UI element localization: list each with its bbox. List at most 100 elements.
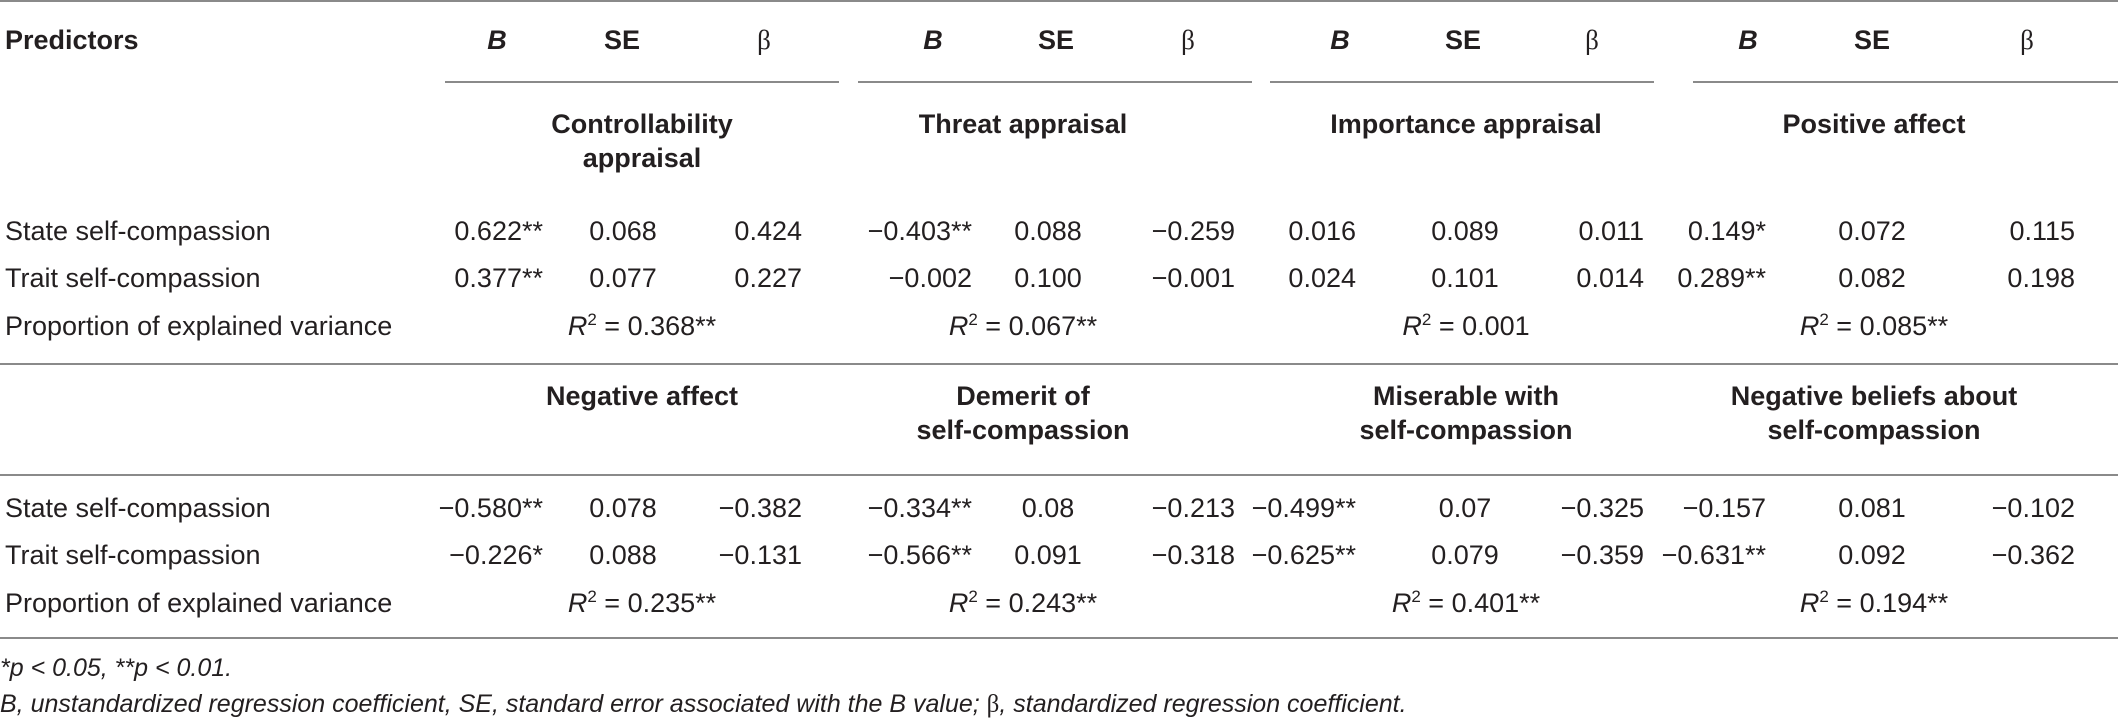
r-squared-exponent: 2 [1411,587,1421,606]
se-value: 0.08 [1021,493,1075,523]
r-squared-text: = 0.368** [596,311,717,341]
r-squared-value: R2 = 0.067** [843,310,1203,346]
beta-value: −0.213 [1151,493,1235,523]
beta-value: −0.359 [1560,540,1644,570]
outcome-header-line2: self-compassion [1767,415,1981,445]
r-symbol: R [948,311,969,341]
beta-value: −0.382 [718,493,802,523]
se-value: 0.07 [1438,493,1492,523]
r-squared-text: = 0.001 [1431,311,1530,341]
outcome-header: Demerit of [956,381,1090,411]
b-value: −0.625** [1251,540,1356,570]
beta-column-header: β [1585,25,1599,55]
b-value: −0.403** [867,216,972,246]
r-squared-text: = 0.235** [596,588,717,618]
b-value: −0.334** [867,493,972,523]
significance-note: *p < 0.05, **p < 0.01. [0,654,233,682]
beta-symbol: β [986,691,1000,718]
beta-value: −0.259 [1151,216,1235,246]
se-value: 0.101 [1431,263,1499,293]
row-label: Trait self-compassion [5,540,261,570]
outcome-header: Negative affect [545,381,739,411]
top-rule [0,0,2118,2]
beta-column-header: β [2020,25,2034,55]
variance-label: Proportion of explained variance [5,311,393,341]
r-symbol: R [1391,588,1412,618]
r-symbol: R [567,588,588,618]
beta-value: 0.424 [734,216,802,246]
r-squared-value: R2 = 0.243** [843,587,1203,623]
se-value: 0.068 [589,216,657,246]
outcome-rule [0,474,2118,476]
group-rule [858,81,1252,83]
b-value: −0.566** [867,540,972,570]
outcome-header-line2: self-compassion [1359,415,1573,445]
se-value: 0.081 [1838,493,1906,523]
se-value: 0.092 [1838,540,1906,570]
r-symbol: R [567,311,588,341]
beta-column-header: β [1181,25,1195,55]
b-value: −0.157 [1682,493,1766,523]
se-value: 0.078 [589,493,657,523]
b-value: −0.499** [1251,493,1356,523]
se-column-header: SE [1037,25,1075,55]
r-symbol: R [1402,311,1422,341]
se-value: 0.089 [1431,216,1499,246]
b-column-header: B [923,25,943,55]
r-squared-exponent: 2 [587,310,597,329]
outcome-header-line2: appraisal [582,143,702,173]
beta-value: −0.325 [1560,493,1644,523]
b-value: 0.289** [1677,263,1766,293]
abbreviation-text: , standardized regression coefficient. [999,690,1407,718]
beta-value: −0.001 [1151,263,1235,293]
r-squared-text: = 0.194** [1828,588,1949,618]
se-value: 0.088 [1014,216,1082,246]
r-symbol: R [948,588,969,618]
r-squared-value: R2 = 0.368** [462,310,822,346]
b-value: 0.024 [1288,263,1356,293]
r-squared-text: = 0.401** [1420,588,1541,618]
variance-label: Proportion of explained variance [5,588,393,618]
r-squared-exponent: 2 [968,310,978,329]
beta-value: −0.102 [1991,493,2075,523]
abbreviation-note: B, unstandardized regression coefficient… [0,688,1407,721]
bottom-rule [0,637,2118,639]
beta-column-header: β [757,25,771,55]
row-label: State self-compassion [5,216,271,246]
outcome-header: Negative beliefs about [1730,381,2018,411]
r-squared-value: R2 = 0.235** [462,587,822,623]
se-column-header: SE [1444,25,1482,55]
se-value: 0.072 [1838,216,1906,246]
r-symbol: R [1799,311,1820,341]
b-value: −0.002 [888,263,972,293]
predictors-header: Predictors [5,25,139,55]
outcome-header: Threat appraisal [918,109,1128,139]
b-value: 0.149* [1687,216,1766,246]
beta-value: 0.227 [734,263,802,293]
beta-value: −0.131 [718,540,802,570]
outcome-header: Positive affect [1782,109,1966,139]
r-squared-text: = 0.243** [977,588,1098,618]
row-label: Trait self-compassion [5,263,261,293]
r-squared-exponent: 2 [1819,310,1829,329]
beta-value: −0.318 [1151,540,1235,570]
r-squared-value: R2 = 0.401** [1286,587,1646,623]
r-squared-exponent: 2 [1819,587,1829,606]
outcome-header-line2: self-compassion [916,415,1130,445]
outcome-header: Importance appraisal [1330,109,1602,139]
r-symbol: R [1799,588,1820,618]
se-value: 0.091 [1014,540,1082,570]
beta-value: 0.198 [2007,263,2075,293]
r-squared-exponent: 2 [587,587,597,606]
se-value: 0.088 [589,540,657,570]
b-value: −0.631** [1661,540,1766,570]
se-value: 0.077 [589,263,657,293]
beta-value: 0.014 [1576,263,1644,293]
b-value: −0.226* [449,540,543,570]
b-column-header: B [487,25,507,55]
se-value: 0.082 [1838,263,1906,293]
r-squared-exponent: 2 [1421,310,1432,329]
group-rule [445,81,839,83]
b-value: 0.622** [454,216,543,246]
beta-value: −0.362 [1991,540,2075,570]
